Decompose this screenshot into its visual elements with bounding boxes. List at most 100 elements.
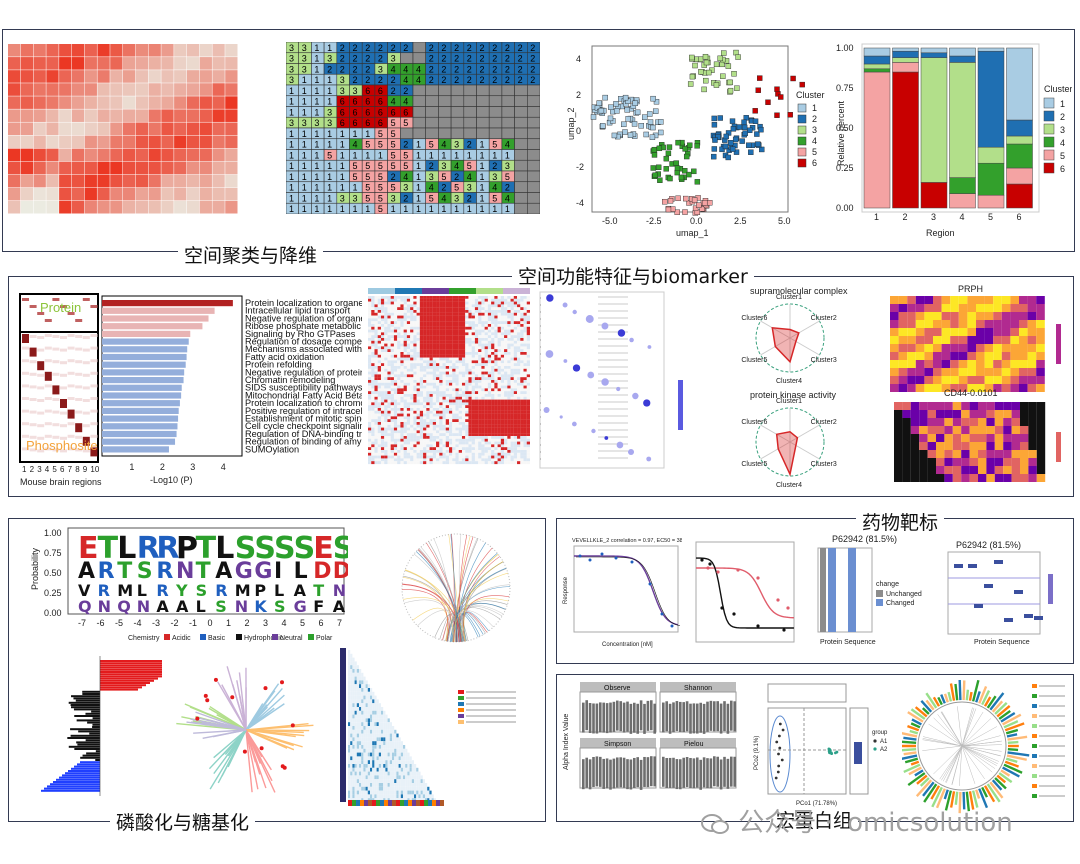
- expr-cell: [445, 444, 450, 448]
- expr-cell: [465, 326, 469, 330]
- expr-cell: [517, 380, 521, 383]
- expr-cell: [393, 346, 398, 350]
- umap-point: [713, 82, 720, 88]
- expr-cell: [423, 326, 427, 330]
- expr-cell: [455, 329, 459, 333]
- expr-cell: [416, 380, 420, 383]
- grid-cell-label: 4: [505, 140, 510, 150]
- expr-cell: [384, 366, 388, 369]
- expr-cell: [413, 455, 417, 459]
- expr-cell: [474, 461, 479, 465]
- expr-cell: [504, 433, 508, 437]
- go-bar: [102, 430, 177, 438]
- expr-cell: [416, 444, 420, 448]
- expr-cell: [517, 388, 521, 392]
- expr-cell: [468, 450, 472, 453]
- expr-cell: [374, 452, 378, 456]
- expr-cell: [461, 427, 466, 431]
- expr-cell: [455, 450, 459, 453]
- expr-cell: [471, 385, 475, 389]
- expr-cell: [517, 452, 521, 456]
- expr-cell: [426, 433, 430, 437]
- expr-cell: [455, 394, 459, 397]
- expr-cell: [487, 371, 492, 375]
- expr-cell: [390, 436, 394, 439]
- expr-cell: [523, 321, 527, 325]
- expr-cell: [432, 405, 437, 409]
- heat-cell: [20, 200, 34, 214]
- region-tick: 9: [83, 465, 88, 474]
- expr-cell: [442, 391, 446, 395]
- expr-cell: [429, 354, 433, 358]
- go-bar: [102, 307, 215, 314]
- expr-cell: [377, 332, 382, 336]
- expr-cell: [419, 382, 424, 386]
- spatial-cell-1: [898, 352, 908, 360]
- spatial-cell-2: [1028, 450, 1037, 458]
- dot-term-text: [598, 401, 628, 403]
- phospho-cell: [37, 348, 45, 352]
- heat-cell: [46, 96, 59, 109]
- expr-cell: [494, 357, 498, 361]
- expr-cell: [452, 394, 456, 397]
- expr-cell: [436, 450, 440, 453]
- expr-cell: [429, 388, 433, 392]
- expr-cell: [471, 326, 475, 330]
- spatial-cell-1: [924, 352, 933, 360]
- spatial-cell-1: [984, 296, 994, 304]
- expr-cell: [526, 312, 530, 316]
- expr-cell: [371, 354, 375, 358]
- expr-cell: [429, 396, 433, 400]
- expr-cell: [526, 346, 530, 350]
- phospho-cell: [52, 398, 60, 401]
- expr-cell: [397, 433, 401, 437]
- expr-cell: [484, 424, 488, 428]
- stacked-segment: [863, 55, 891, 65]
- expr-cell: [419, 312, 424, 316]
- stacked-segment: [1006, 135, 1033, 145]
- expr-cell: [390, 324, 394, 327]
- heat-cell: [71, 96, 85, 109]
- expr-cell: [442, 380, 446, 383]
- dot-colorbar: [678, 380, 683, 430]
- expr-cell: [374, 391, 378, 395]
- phospho-cell: [22, 384, 29, 388]
- heat-cell: [123, 161, 136, 175]
- heat-cell: [33, 148, 46, 162]
- expr-cell: [416, 413, 420, 417]
- expr-cell: [419, 402, 424, 406]
- spatial-cell-1: [933, 336, 942, 344]
- dot-point: [563, 359, 568, 363]
- expr-cell: [461, 388, 466, 392]
- phospho-cell: [75, 347, 83, 351]
- expr-cell: [523, 391, 527, 395]
- grid-cell-label: 2: [353, 64, 358, 74]
- phospho-cell: [82, 336, 90, 339]
- expr-cell: [449, 391, 453, 395]
- grid-cell: [527, 170, 540, 183]
- expr-cell: [400, 388, 404, 392]
- expr-cell: [413, 307, 417, 311]
- expr-cell: [449, 436, 453, 439]
- expr-cell: [416, 377, 420, 381]
- expr-cell: [504, 312, 508, 316]
- expr-cell: [429, 391, 433, 395]
- expr-cell: [497, 452, 501, 456]
- expr-cell: [390, 329, 394, 333]
- expr-cell: [461, 307, 466, 311]
- expr-cell: [445, 419, 450, 423]
- grid-cell: [450, 116, 465, 129]
- expr-cell: [423, 360, 427, 364]
- expr-cell: [393, 433, 398, 437]
- expr-cell: [432, 368, 437, 372]
- expr-cell: [471, 324, 475, 327]
- expr-cell: [406, 326, 411, 330]
- expr-cell: [513, 444, 518, 448]
- expr-cell: [419, 427, 424, 431]
- grid-cell-label: 2: [467, 54, 472, 64]
- spatial-cell-1: [958, 368, 968, 376]
- expr-cell: [442, 455, 446, 459]
- expr-cell: [526, 366, 530, 369]
- heat-cell: [20, 57, 34, 70]
- expr-cell: [432, 461, 437, 465]
